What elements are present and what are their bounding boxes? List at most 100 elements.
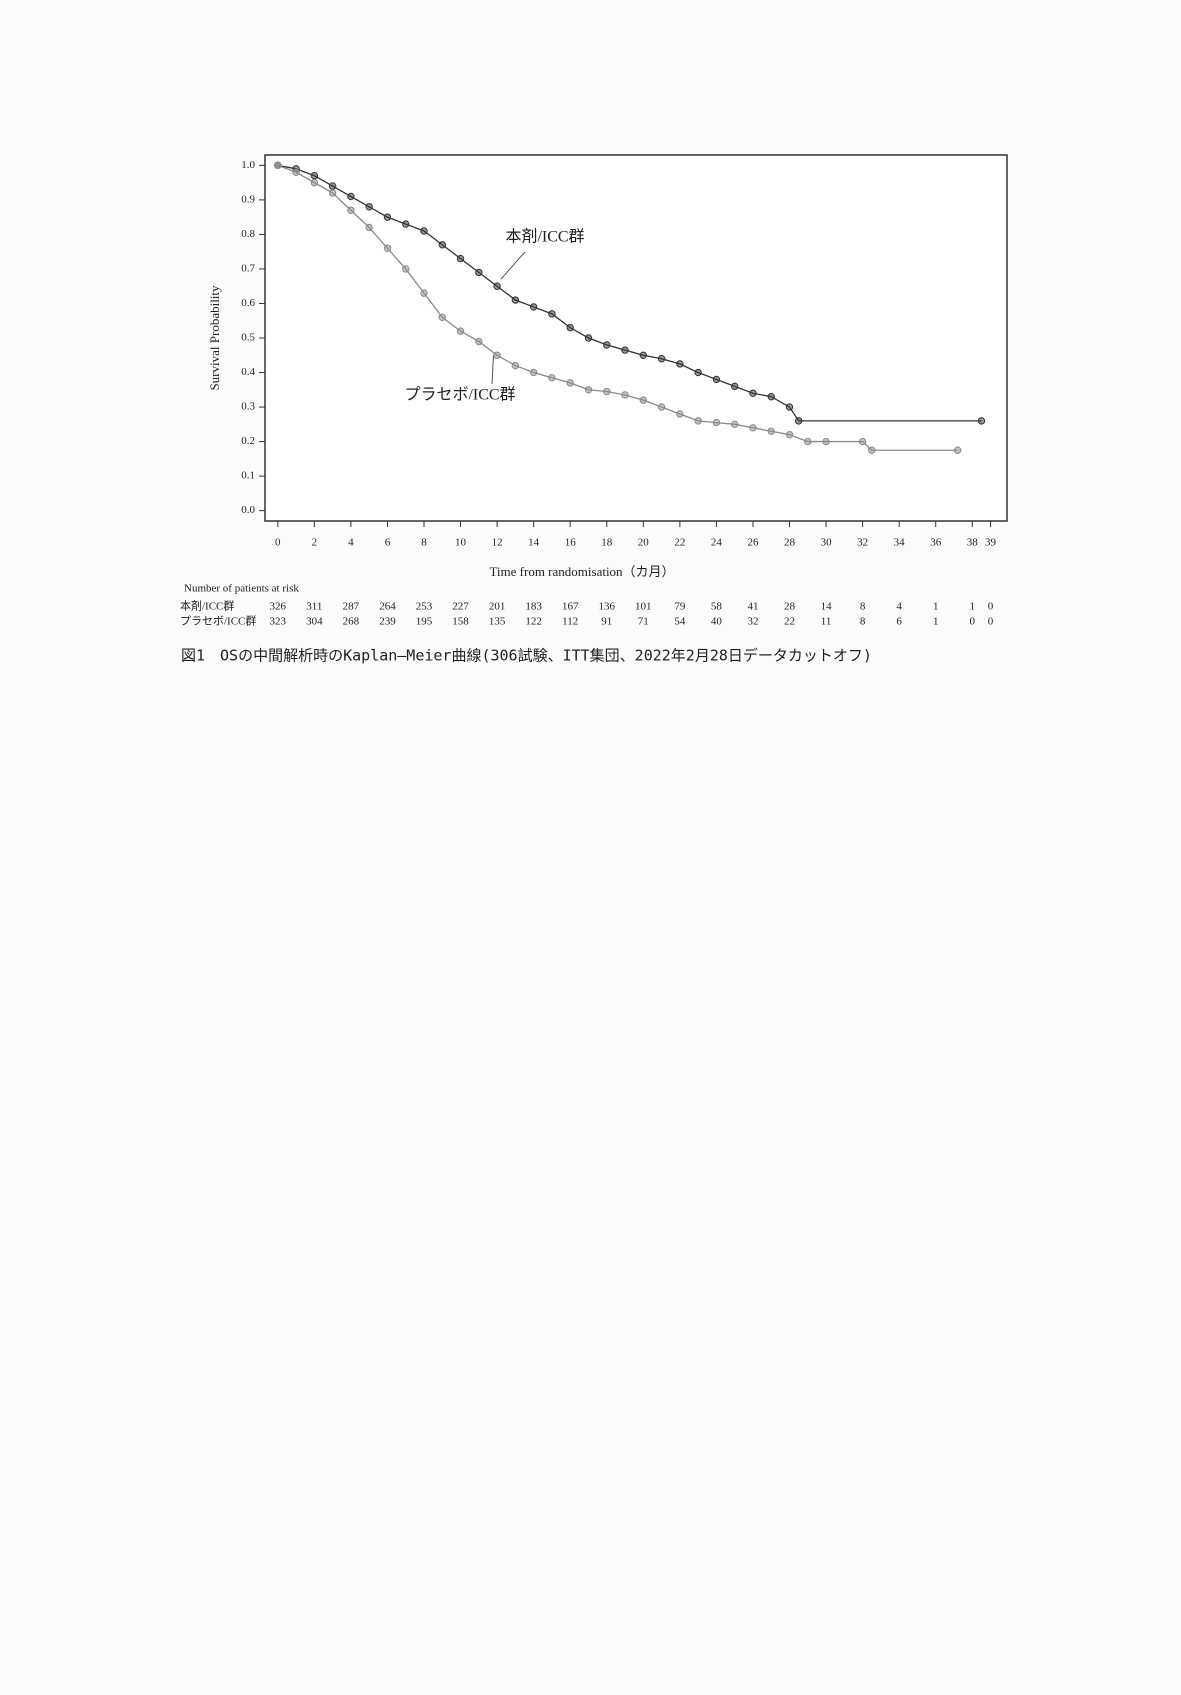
at-risk-count: 136: [599, 601, 616, 613]
at-risk-count: 311: [306, 601, 322, 613]
censor-mark: [456, 327, 465, 335]
x-tick-label: 22: [674, 537, 685, 549]
at-risk-count: 8: [860, 616, 866, 628]
censor-mark: [603, 387, 611, 396]
censor-mark: [292, 168, 300, 176]
at-risk-count: 8: [860, 601, 866, 613]
censor-mark: [310, 178, 319, 187]
y-axis-title: Survival Probability: [207, 285, 222, 391]
series-label: プラセボ/ICC群: [404, 386, 515, 404]
censor-mark: [953, 446, 962, 454]
censor-mark: [328, 182, 337, 190]
censor-mark: [694, 368, 702, 377]
x-tick-label: 8: [421, 537, 427, 549]
censor-mark: [438, 241, 446, 249]
at-risk-count: 6: [896, 616, 902, 628]
series-label: 本剤/ICC群: [505, 228, 584, 246]
at-risk-count: 323: [270, 616, 287, 628]
censor-mark: [529, 368, 538, 377]
x-tick-label: 24: [711, 537, 723, 549]
y-tick-label: 0.9: [241, 193, 255, 205]
at-risk-count: 22: [784, 616, 795, 628]
censor-mark: [603, 341, 611, 349]
censor-mark: [347, 192, 355, 201]
at-risk-count: 1: [933, 616, 939, 628]
at-risk-count: 71: [638, 616, 649, 628]
at-risk-row-label: 本剤/ICC群: [180, 599, 234, 613]
censor-mark: [548, 374, 556, 382]
censor-mark: [365, 203, 373, 211]
y-tick-label: 0.8: [241, 228, 255, 240]
at-risk-count: 28: [784, 601, 796, 613]
y-tick-label: 0.0: [241, 504, 255, 516]
at-risk-count: 11: [821, 616, 832, 628]
at-risk-count: 268: [343, 616, 360, 628]
censor-mark: [310, 172, 319, 180]
censor-mark: [767, 427, 775, 435]
x-tick-label: 14: [528, 537, 540, 549]
censor-mark: [456, 254, 465, 263]
censor-mark: [529, 303, 538, 311]
censor-mark: [712, 418, 721, 427]
at-risk-row-label: プラセボ/ICC群: [180, 614, 256, 628]
at-risk-count: 14: [821, 601, 833, 613]
at-risk-count: 1: [970, 601, 976, 613]
censor-mark: [475, 268, 483, 277]
censor-mark: [584, 386, 593, 394]
censor-mark: [822, 437, 830, 446]
x-tick-label: 18: [601, 537, 613, 549]
x-tick-label: 36: [930, 537, 942, 549]
censor-mark: [785, 403, 794, 411]
at-risk-count: 304: [306, 616, 323, 628]
censor-mark: [657, 403, 666, 411]
at-risk-count: 158: [452, 616, 469, 628]
at-risk-count: 40: [711, 616, 723, 628]
plot-area: [264, 154, 1008, 522]
censor-mark: [347, 206, 355, 214]
at-risk-count: 326: [270, 601, 287, 613]
at-risk-count: 32: [747, 616, 758, 628]
censor-mark: [767, 392, 775, 401]
at-risk-count: 101: [635, 601, 652, 613]
censor-mark: [794, 417, 803, 425]
censor-mark: [383, 244, 392, 252]
at-risk-count: 79: [674, 601, 686, 613]
censor-mark: [511, 361, 520, 370]
censor-mark: [977, 417, 986, 425]
at-risk-count: 227: [452, 601, 469, 613]
at-risk-count: 58: [711, 601, 723, 613]
x-tick-label: 6: [385, 537, 391, 549]
at-risk-count: 4: [896, 601, 902, 613]
censor-mark: [676, 360, 684, 368]
censor-mark: [566, 323, 574, 332]
censor-mark: [639, 351, 648, 359]
x-tick-label: 10: [455, 537, 467, 549]
censor-mark: [438, 313, 446, 321]
censor-mark: [402, 265, 410, 273]
at-risk-count: 167: [562, 601, 579, 613]
leader-line: [500, 251, 526, 280]
at-risk-title: Number of patients at risk: [184, 583, 299, 595]
censor-mark: [749, 424, 757, 432]
x-tick-label: 2: [312, 537, 318, 549]
at-risk-count: 41: [747, 601, 758, 613]
censor-mark: [804, 437, 812, 446]
x-tick-label: 28: [784, 537, 796, 549]
censor-mark: [493, 351, 501, 359]
at-risk-count: 253: [416, 601, 433, 613]
at-risk-count: 112: [562, 616, 578, 628]
y-tick-label: 0.3: [241, 401, 255, 413]
censor-mark: [420, 289, 428, 297]
y-tick-label: 0.7: [241, 262, 255, 274]
caption: 図1 OSの中間解析時のKaplan―Meier曲線(306試験、ITT集団、2…: [181, 647, 872, 665]
x-tick-label: 0: [275, 537, 281, 549]
survival-curve: [277, 164, 958, 451]
censor-mark: [868, 446, 876, 454]
at-risk-count: 91: [601, 616, 612, 628]
at-risk-count: 122: [525, 616, 542, 628]
censor-mark: [657, 355, 666, 363]
censor-mark: [493, 282, 501, 290]
y-tick-label: 0.6: [241, 297, 255, 309]
x-tick-label: 12: [492, 537, 503, 549]
